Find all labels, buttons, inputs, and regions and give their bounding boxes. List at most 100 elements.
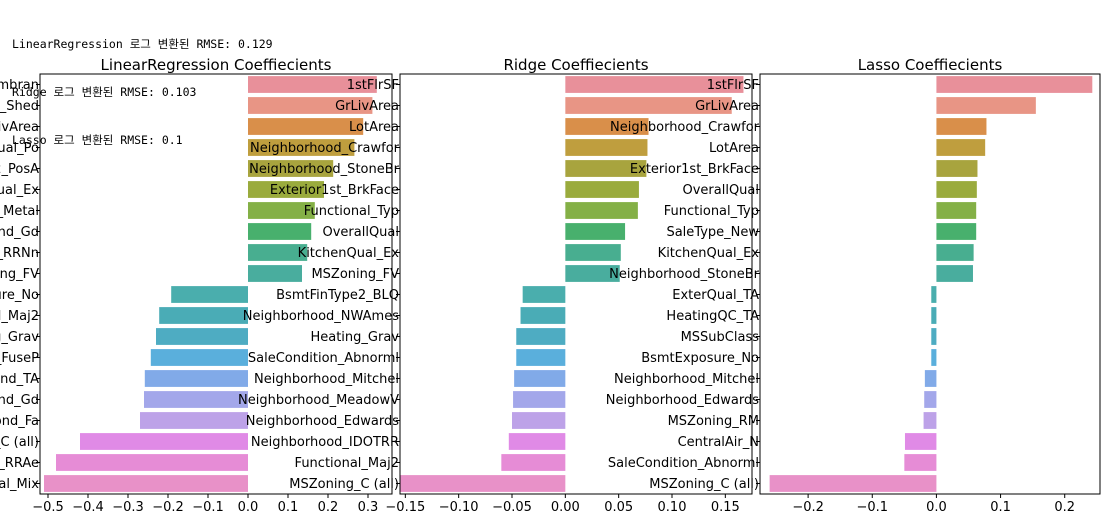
x-tick-label: −0.3 — [112, 500, 144, 515]
bar — [150, 349, 248, 366]
x-tick-label: 0.15 — [711, 500, 740, 515]
category-label: OverallQual — [322, 225, 399, 240]
bar — [514, 370, 566, 387]
x-tick-label: −0.2 — [792, 500, 824, 515]
x-tick-label: 0.0 — [238, 500, 259, 515]
bar — [156, 328, 248, 345]
bar — [140, 412, 248, 429]
chart-panel-2: Lasso Coeffiecients 1stFlrSF GrLivArea Neig… — [606, 56, 1101, 515]
bar — [248, 118, 364, 135]
category-label: SaleCondition_Abnorml — [608, 456, 759, 471]
bar — [516, 328, 566, 345]
x-tick-label: 0.0 — [926, 500, 947, 515]
category-label: Neighborhood_Mitchel — [614, 372, 759, 387]
x-tick-label: 0.1 — [278, 500, 299, 515]
x-tick-label: −0.2 — [152, 500, 184, 515]
bar — [924, 370, 937, 387]
category-label: Heating_Grav — [310, 330, 399, 345]
category-label: GrLivArea — [695, 99, 759, 114]
category-label: GrLivArea — [335, 99, 399, 114]
bar — [248, 181, 324, 198]
bar — [936, 76, 1093, 93]
category-label: RoofMatl_Metal — [0, 204, 39, 219]
category-label: Functional_Typ — [664, 204, 759, 219]
bar — [565, 118, 649, 135]
bar — [248, 202, 315, 219]
category-label: LotArea — [709, 141, 759, 156]
bar — [931, 349, 937, 366]
category-label: Neighborhood_StoneBr — [249, 162, 400, 177]
bar — [924, 391, 937, 408]
bar — [144, 370, 248, 387]
category-label: LotArea — [349, 120, 399, 135]
bar — [520, 307, 566, 324]
bar — [931, 307, 937, 324]
category-label: RoofStyle_Shed — [0, 99, 39, 114]
category-label: GrLivArea — [0, 120, 39, 135]
chart-panel-1: Ridge Coeffiecients 1stFlrSF GrLivArea LotA… — [238, 56, 753, 515]
bar — [516, 349, 566, 366]
bar — [936, 265, 973, 282]
category-label: Neighborhood_MeadowV — [238, 393, 399, 408]
console-line-ridge-rmse: Ridge 로그 변환된 RMSE: 0.103 — [12, 85, 197, 99]
bar — [248, 139, 355, 156]
bar — [936, 181, 977, 198]
bar — [248, 97, 373, 114]
bar — [248, 265, 302, 282]
category-label: GarageQual_Po — [0, 141, 39, 156]
bar — [248, 244, 308, 261]
category-label: GarageQual_Ex — [0, 183, 39, 198]
category-label: MSSubClass — [681, 330, 760, 345]
console-line-lasso-rmse: Lasso 로그 변환된 RMSE: 0.1 — [12, 133, 183, 147]
category-label: Exterior1st_BrkFace — [270, 183, 399, 198]
bar — [904, 454, 937, 471]
category-label: Neighborhood_Mitchel — [254, 372, 399, 387]
category-label: Functional_Typ — [304, 204, 399, 219]
category-label: BsmtCond_Fa — [0, 414, 39, 429]
bar — [936, 223, 977, 240]
category-label: BsmtCond_Gd — [0, 393, 39, 408]
category-label: Neighborhood_Edwards — [606, 393, 759, 408]
x-tick-label: −0.1 — [192, 500, 224, 515]
bar — [522, 286, 566, 303]
bar — [508, 433, 566, 450]
bar — [400, 475, 566, 492]
category-label: MSZoning_RM — [668, 414, 759, 429]
category-label: MSZoning_C (all) — [289, 477, 399, 492]
bar — [931, 328, 937, 345]
bar — [513, 391, 566, 408]
console-output: LinearRegression 로그 변환된 RMSE: 0.129 Ridg… — [12, 4, 273, 164]
x-tick-label: −0.4 — [72, 500, 104, 515]
category-label: Functional_Maj2 — [295, 456, 399, 471]
x-tick-label: 0.00 — [551, 500, 580, 515]
x-tick-label: −0.5 — [32, 500, 64, 515]
chart-title: Ridge Coeffiecients — [503, 56, 648, 74]
bar — [248, 160, 334, 177]
category-label: KitchenQual_Ex — [298, 246, 400, 261]
category-label: Neighborhood_Edwards — [246, 414, 399, 429]
category-label: Neighborhood_Crawfor — [250, 141, 400, 156]
chart-title: LinearRegression Coeffiecients — [101, 56, 332, 74]
category-label: KitchenQual_Ex — [658, 246, 760, 261]
category-label: 1stFlrSF — [707, 78, 759, 93]
category-label: BsmtExposure_No — [641, 351, 759, 366]
bar — [44, 475, 248, 492]
bar — [144, 391, 248, 408]
category-label: BsmtCond_TA — [0, 372, 39, 387]
plot-frame — [759, 73, 1101, 495]
x-tick-label: −0.15 — [385, 500, 425, 515]
plot-frame — [399, 73, 753, 495]
bar — [931, 286, 937, 303]
bar — [936, 202, 977, 219]
category-label: MSZoning_FV — [311, 267, 399, 282]
bar — [56, 454, 248, 471]
bar — [248, 223, 312, 240]
x-tick-label: 0.2 — [318, 500, 339, 515]
category-label: BsmtFinType2_BLQ — [276, 288, 399, 303]
category-label: Neighborhood_StoneBr — [609, 267, 760, 282]
category-label: Neighborhood_NWAmes — [243, 309, 399, 324]
category-label: Neighborhood_IDOTRR — [251, 435, 399, 450]
bar — [501, 454, 566, 471]
category-label: Electrical_Mix — [0, 477, 39, 492]
